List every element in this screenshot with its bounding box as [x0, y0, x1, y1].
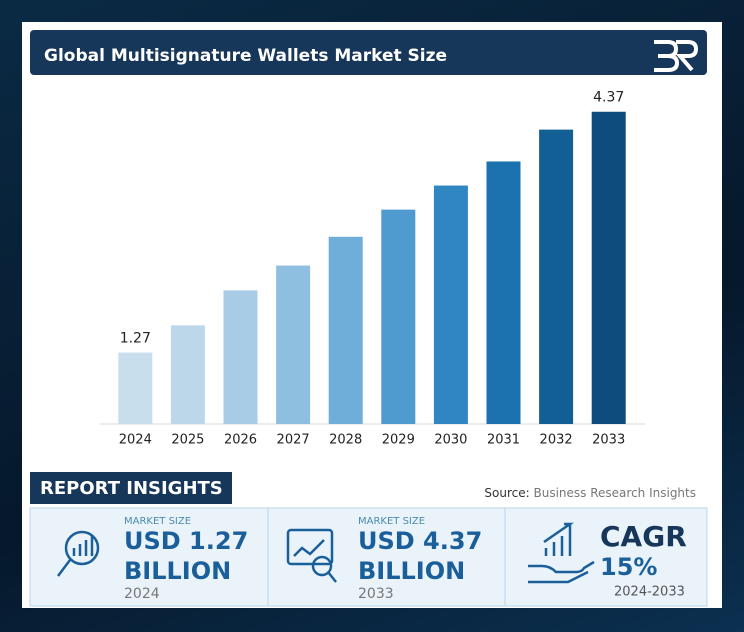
source: Source: Business Research Insights [484, 486, 696, 500]
bar [539, 129, 574, 424]
insight-value: USD 1.27 [124, 527, 248, 555]
x-tick-label: 2029 [382, 433, 415, 448]
insight-value: BILLION [124, 557, 231, 585]
bar [276, 265, 311, 424]
x-tick-label: 2024 [119, 433, 152, 448]
icon-magnifier-chart [57, 530, 100, 577]
plot: 2024 1.27 2025 2026 2027 2028 2029 2030 2031 2032… [118, 90, 626, 448]
insight-caption: MARKET SIZE [124, 516, 191, 527]
insight-value: 15% [600, 553, 657, 581]
section-label: REPORT INSIGHTS [40, 478, 223, 499]
x-tick-label: 2031 [487, 433, 520, 448]
insight-value: USD 4.37 [358, 527, 482, 555]
insight-value: BILLION [358, 557, 465, 585]
bar [381, 209, 416, 424]
bar [118, 352, 153, 424]
bar [433, 185, 468, 424]
source-text: Business Research Insights [534, 486, 697, 500]
logo [654, 40, 699, 72]
x-tick-label: 2028 [329, 433, 362, 448]
x-tick-label: 2030 [434, 433, 467, 448]
x-tick-label: 2033 [592, 433, 625, 448]
insight-year: 2033 [358, 586, 394, 602]
value-label: 4.37 [593, 90, 624, 106]
x-tick-label: 2025 [171, 433, 204, 448]
source-prefix: Source: [484, 486, 529, 500]
section-tab [30, 472, 232, 504]
title-bar [30, 30, 707, 75]
icon-screen-chart [286, 528, 337, 583]
x-tick-label: 2027 [277, 433, 310, 448]
bar [170, 325, 205, 424]
insight-panel [29, 507, 708, 607]
bar [223, 290, 258, 424]
bar [328, 236, 363, 424]
insight-title: CAGR [600, 520, 687, 553]
x-tick-label: 2032 [540, 433, 573, 448]
value-label: 1.27 [120, 331, 151, 347]
insight-year: 2024-2033 [614, 585, 685, 600]
bar [591, 111, 626, 424]
insight-caption: MARKET SIZE [358, 516, 425, 527]
icon-hand-growth [528, 522, 595, 584]
bar [486, 161, 521, 425]
chart-title: Global Multisignature Wallets Market Siz… [44, 46, 447, 66]
insight-year: 2024 [124, 586, 160, 602]
x-tick-label: 2026 [224, 433, 257, 448]
